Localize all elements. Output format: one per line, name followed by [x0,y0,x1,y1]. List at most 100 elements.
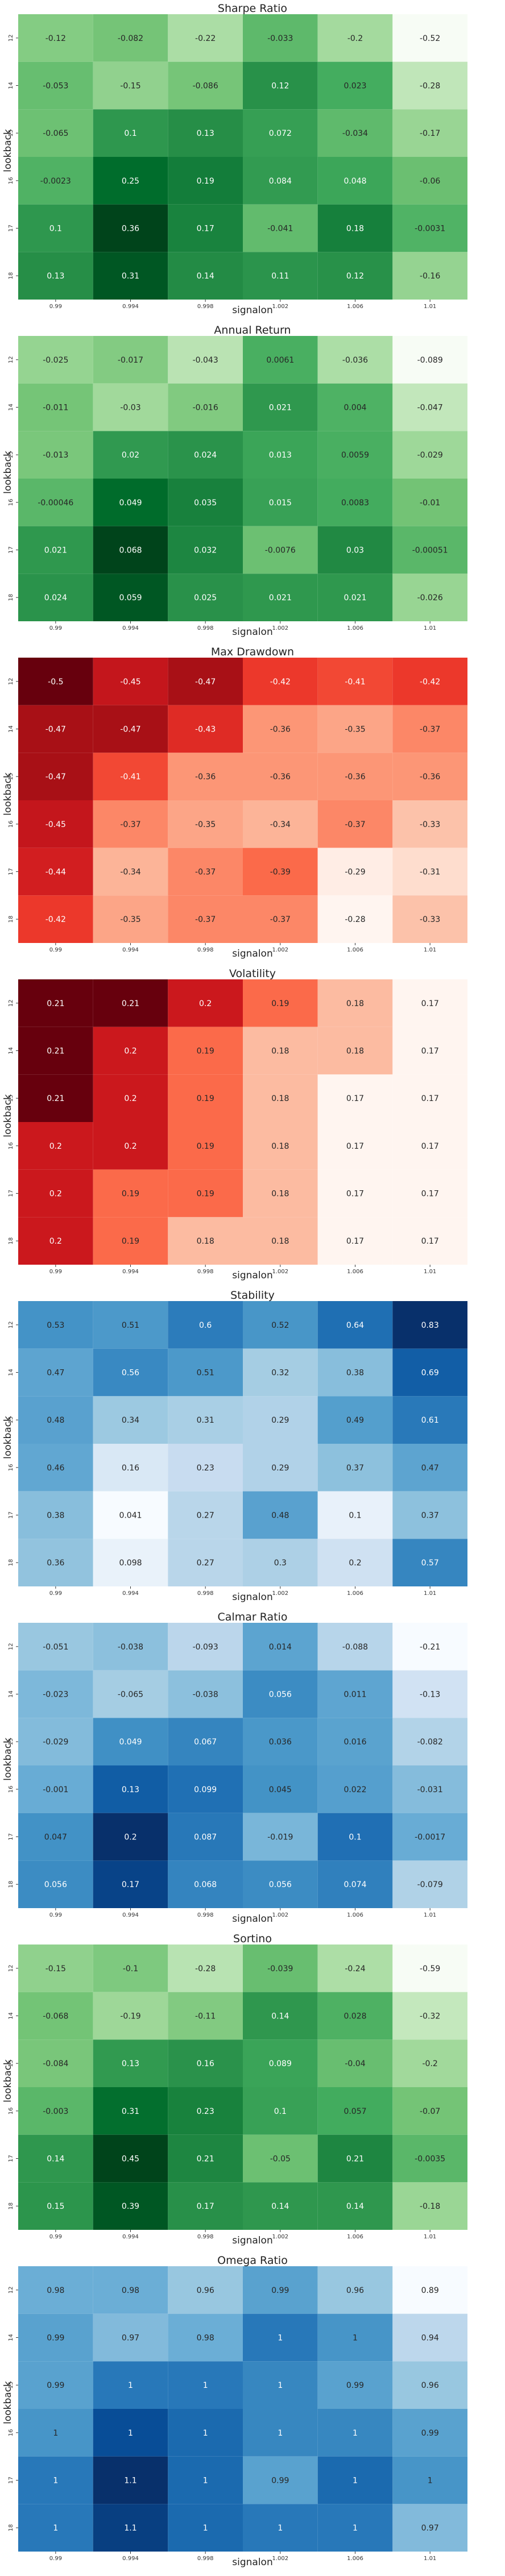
heatmap-cell [18,2039,93,2087]
heatmap-cell [93,1396,168,1444]
cell-value-label: 0.014 [269,1643,292,1652]
cell-value-label: -0.43 [195,725,216,734]
heatmap-cell [317,979,393,1027]
heatmap-cell [18,1670,93,1718]
cell-value-label: -0.06 [420,177,440,186]
heatmap-cell [93,1491,168,1539]
heatmap-cell [243,1623,318,1671]
cell-value-label: 0.52 [271,1321,289,1330]
x-tick-label: 1.006 [347,2556,363,2562]
y-tick-label: 12 [8,999,14,1007]
cell-value-label: 1 [203,2429,208,2438]
cell-value-label: 0.19 [197,1190,214,1199]
heatmap-cell [168,574,243,621]
cell-value-label: -0.45 [45,820,66,829]
y-tick-label: 14 [8,1369,14,1376]
heatmap-cell [168,800,243,848]
cell-value-label: 0.47 [47,1369,64,1378]
cell-value-label: -0.053 [43,82,68,91]
x-axis-label: signalon [232,2235,273,2246]
sortino-heatmap-panel: -0.15 -0.1 -0.28 -0.039 -0.24 -0.59 -0.068 -0.1… [0,1930,505,2252]
volatility-title: Volatility [229,967,276,980]
cell-value-label: -0.37 [195,915,216,924]
cell-value-label: -0.31 [420,868,440,877]
heatmap-cell [18,252,93,300]
heatmap-cell [168,526,243,574]
heatmap-cell [93,336,168,384]
cell-value-label: 0.12 [271,82,289,91]
heatmap-cell [392,2087,467,2135]
cell-value-label: 1.1 [124,2477,136,2486]
x-axis-label: signalon [232,305,273,316]
heatmap-cell [93,2266,168,2314]
cell-value-label: 0.96 [346,2286,364,2295]
heatmap-cell [93,1348,168,1397]
cell-value-label: -0.016 [193,404,218,413]
y-tick-label: 15 [8,1095,14,1102]
heatmap-cell [243,2504,318,2552]
cell-value-label: 1 [53,2429,58,2438]
cell-value-label: -0.28 [195,1964,216,1973]
x-tick-label: 0.994 [122,625,139,631]
heatmap-cell [243,1491,318,1539]
cell-value-label: 0.99 [271,2286,289,2295]
cell-value-label: 1 [278,2429,283,2438]
y-tick-label: 17 [8,1190,14,1197]
heatmap-cell [243,157,318,205]
heatmap-cell [168,2087,243,2135]
x-tick-label: 1.002 [272,1912,289,1918]
cell-value-label: 0.16 [197,2059,214,2068]
heatmap-cell [18,2266,93,2314]
cell-value-label: 0.17 [421,1047,439,1056]
cell-value-label: -0.011 [43,404,68,413]
cell-value-label: 0.067 [194,1738,217,1747]
heatmap-cell [392,2361,467,2409]
cell-value-label: 0.17 [421,1237,439,1246]
heatmap-cell [392,1074,467,1122]
heatmap-cell [93,753,168,800]
cell-value-label: -0.029 [43,1738,68,1747]
cell-value-label: 0.18 [346,1047,364,1056]
heatmap-cell [168,2182,243,2230]
heatmap-cell [93,1813,168,1861]
heatmap-cell [18,157,93,205]
heatmap-cell [243,1765,318,1813]
heatmap-cell [243,1860,318,1908]
heatmap-cell [317,157,393,205]
y-axis-label: lookback [2,1094,14,1137]
cell-value-label: -0.21 [420,1643,440,1652]
cell-value-label: -0.37 [420,725,440,734]
heatmap-cell [93,2182,168,2230]
y-tick-label: 18 [8,1237,14,1245]
cell-value-label: -0.0031 [415,225,445,234]
heatmap-cell [168,204,243,252]
heatmap-cell [18,658,93,705]
cell-value-label: 1 [203,2524,208,2533]
cell-value-label: -0.065 [43,129,68,138]
heatmap-cell [317,2182,393,2230]
heatmap-cell [243,2361,318,2409]
x-tick-label: 1.01 [424,304,436,310]
heatmap-cell [168,61,243,110]
heatmap-cell [18,1169,93,1218]
cell-value-label: -0.34 [270,820,291,829]
heatmap-cell [243,658,318,705]
heatmap-cell [392,1670,467,1718]
cell-value-label: 0.19 [122,1237,139,1246]
heatmap-cell [18,1860,93,1908]
cell-value-label: 0.032 [194,546,217,555]
cell-value-label: 0.56 [122,1369,139,1378]
cell-value-label: 0.016 [343,1738,366,1747]
heatmap-cell [392,431,467,479]
heatmap-cell [18,574,93,621]
heatmap-cell [317,2087,393,2135]
cell-value-label: 0.14 [197,272,214,281]
cell-value-label: 0.25 [122,177,139,186]
sharpe-ratio-title: Sharpe Ratio [217,2,288,15]
heatmap-cell [317,2313,393,2362]
cell-value-label: 0.021 [44,546,67,555]
heatmap-cell [93,1623,168,1671]
x-tick-label: 0.994 [122,304,139,310]
cell-value-label: -0.04 [345,2059,365,2068]
heatmap-cell [93,252,168,300]
